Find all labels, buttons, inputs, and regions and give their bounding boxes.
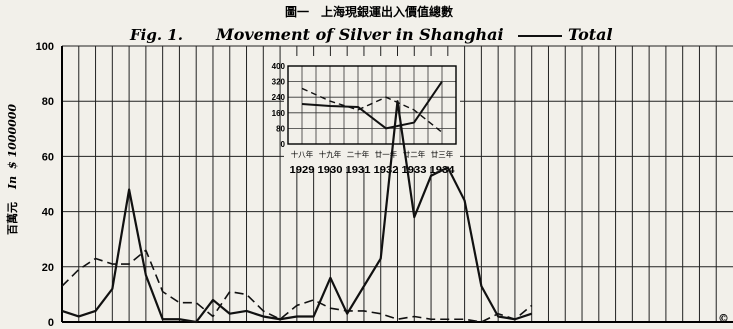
inset-solid-line bbox=[301, 81, 443, 130]
main-series bbox=[61, 100, 533, 324]
inset-frame bbox=[287, 65, 457, 145]
total-label: Total bbox=[568, 25, 613, 44]
main-y-tick-label: 80 bbox=[42, 96, 54, 108]
inset-x-label-cn: 廿二年 bbox=[403, 149, 426, 159]
main-dashed-line bbox=[61, 249, 533, 323]
inset-x-label-cn: 廿一年 bbox=[375, 149, 398, 159]
y-label-in: In bbox=[6, 176, 19, 190]
main-y-tick-label: 0 bbox=[48, 317, 54, 329]
corner-mark: © bbox=[718, 312, 729, 325]
inset-x-tick-label: 1932 bbox=[374, 165, 399, 176]
main-y-tick-label: 40 bbox=[42, 207, 54, 219]
inset-x-label-cn: 十八年 bbox=[291, 149, 314, 159]
main-y-tick-label: 60 bbox=[42, 151, 54, 163]
main-y-ticks: 0 20 40 60 80 100 bbox=[36, 41, 54, 329]
inset-y-tick-label: 320 bbox=[272, 78, 286, 87]
english-title: Movement of Silver in Shanghai bbox=[215, 25, 504, 44]
inset-x-label-cn: 廿三年 bbox=[431, 149, 454, 159]
main-grid bbox=[61, 45, 733, 323]
inset-series bbox=[301, 81, 443, 133]
inset-x-labels-cn: 十八年 十九年 二十年 廿一年 廿二年 廿三年 bbox=[291, 149, 454, 159]
inset-y-tick-label: 0 bbox=[281, 140, 286, 149]
inset-x-label-cn: 二十年 bbox=[347, 149, 370, 159]
chinese-title: 圖一 上海現銀運出入價值總數 bbox=[285, 4, 453, 19]
inset-x-tick-label: 1931 bbox=[346, 165, 371, 176]
y-label-cn: 百萬元 bbox=[5, 202, 19, 235]
inset-x-tick-label: 1929 bbox=[290, 165, 315, 176]
inset-x-tick-label: 1933 bbox=[402, 165, 427, 176]
y-axis-label: 百萬元 In $ 1000000 bbox=[5, 104, 19, 235]
inset-dashed-line bbox=[301, 87, 443, 133]
inset-y-tick-label: 240 bbox=[272, 93, 286, 102]
inset-y-tick-label: 80 bbox=[276, 124, 285, 133]
inset-y-tick-label: 400 bbox=[272, 62, 286, 71]
main-y-tick-label: 20 bbox=[42, 262, 54, 274]
inset-y-tick-label: 160 bbox=[272, 109, 286, 118]
y-label-unit: $ 1000000 bbox=[6, 104, 19, 169]
figure-label: Fig. 1. bbox=[129, 26, 183, 44]
inset-x-label-cn: 十九年 bbox=[319, 149, 342, 159]
inset-grid bbox=[287, 65, 457, 145]
inset-x-tick-label: 1930 bbox=[318, 165, 343, 176]
main-solid-line bbox=[61, 100, 533, 324]
main-y-tick-label: 100 bbox=[36, 41, 54, 53]
inset-y-ticks: 0 80 160 240 320 400 bbox=[272, 62, 286, 149]
